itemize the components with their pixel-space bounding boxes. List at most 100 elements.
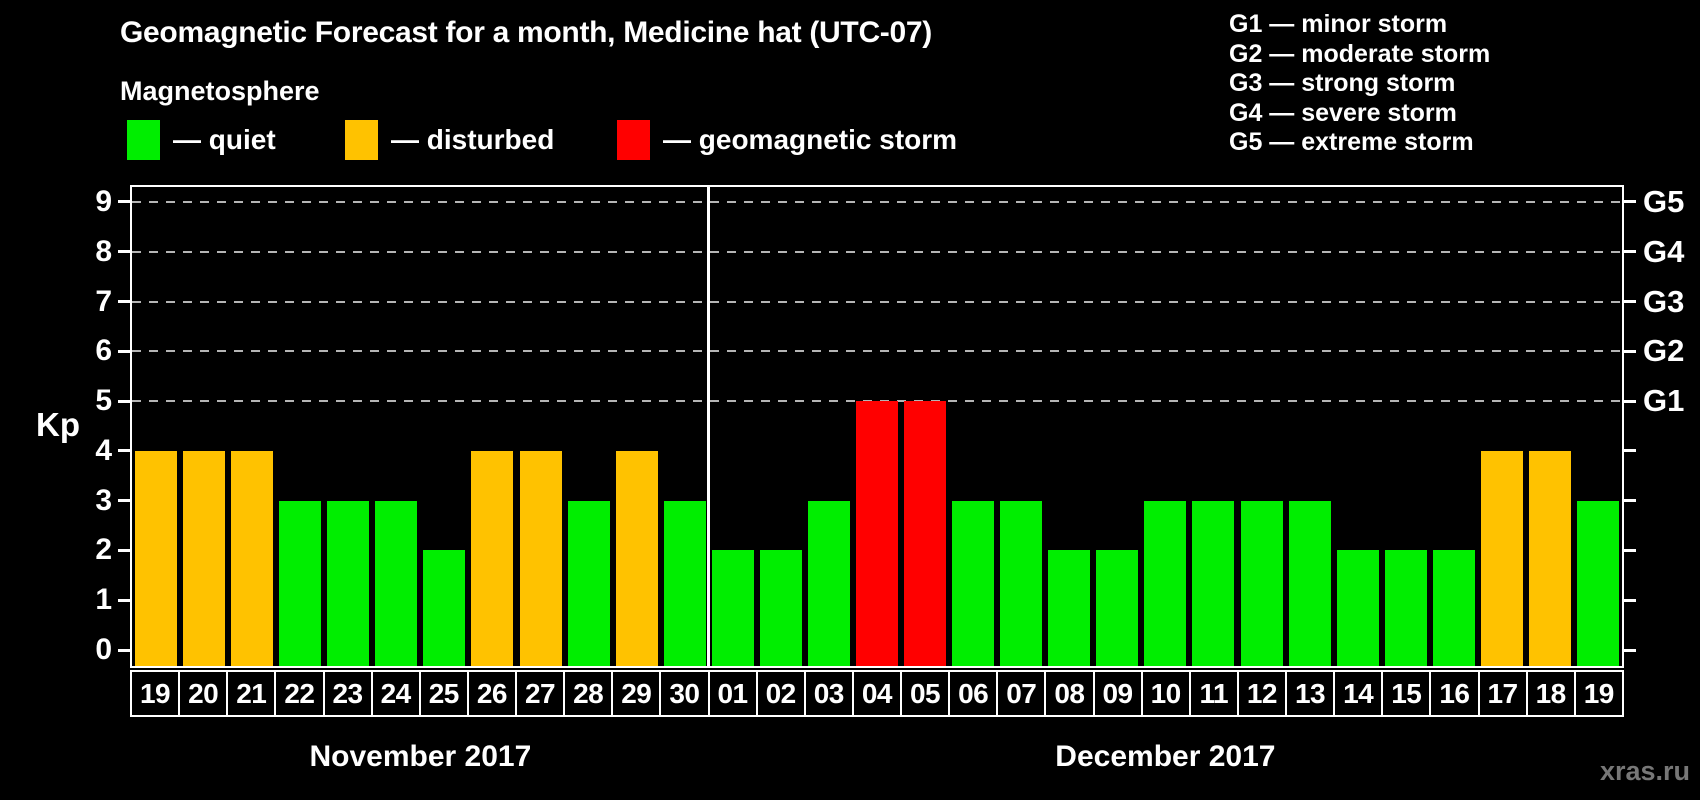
kp-bar-disturbed — [231, 450, 274, 666]
kp-bar-quiet — [1384, 550, 1427, 666]
kp-bar-quiet — [327, 500, 370, 666]
date-label: 19 — [1575, 670, 1624, 717]
kp-bar-disturbed — [615, 450, 658, 666]
left-tick-kp8 — [118, 250, 130, 254]
kp-tick-label-9: 9 — [95, 184, 112, 218]
kp-bar-quiet — [1096, 550, 1139, 666]
right-tick-kp2 — [1624, 548, 1636, 552]
gridline-kp5 — [132, 400, 1622, 403]
date-label: 07 — [998, 670, 1047, 717]
g4-legend-line: G4 — severe storm — [1229, 98, 1457, 127]
date-label: 26 — [468, 670, 517, 717]
kp-bar-quiet — [1000, 500, 1043, 666]
kp-tick-label-2: 2 — [95, 533, 112, 567]
g-tick-label-g1: G1 — [1643, 383, 1685, 419]
kp-tick-label-3: 3 — [95, 483, 112, 517]
date-label: 27 — [517, 670, 566, 717]
date-label: 13 — [1287, 670, 1336, 717]
date-label: 04 — [853, 670, 902, 717]
g2-legend-line: G2 — moderate storm — [1229, 39, 1491, 68]
kp-bar-disturbed — [1528, 450, 1571, 666]
kp-bar-quiet — [1576, 500, 1619, 666]
kp-bar-quiet — [1336, 550, 1379, 666]
kp-bar-quiet — [759, 550, 802, 666]
date-axis-row: 19 20 21 22 23 24 25 26 27 28 29 30 01 02 03 04 05 06 07 08… — [130, 670, 1624, 717]
right-tick-kp6 — [1624, 349, 1636, 353]
kp-bar-quiet — [952, 500, 995, 666]
kp-tick-label-4: 4 — [95, 433, 112, 467]
left-tick-kp2 — [118, 548, 130, 552]
date-label: 09 — [1094, 670, 1143, 717]
left-tick-kp4 — [118, 449, 130, 453]
legend-item-storm: — geomagnetic storm — [617, 119, 957, 161]
gridline-kp7 — [132, 300, 1622, 303]
g5-legend-line: G5 — extreme storm — [1229, 128, 1474, 156]
month-label: November 2017 — [309, 740, 532, 773]
kp-tick-label-6: 6 — [95, 334, 112, 368]
kp-bar-disturbed — [183, 450, 226, 666]
date-label: 12 — [1238, 670, 1287, 717]
left-tick-kp1 — [118, 598, 130, 602]
right-tick-kp3 — [1624, 499, 1636, 503]
chart-title: Geomagnetic Forecast for a month, Medici… — [120, 16, 932, 49]
quiet-legend-label: — quiet — [173, 124, 276, 155]
date-label: 29 — [613, 670, 662, 717]
date-label: 14 — [1335, 670, 1384, 717]
g-tick-label-g2: G2 — [1643, 333, 1685, 369]
kp-bar-quiet — [1432, 550, 1475, 666]
gridline-kp6 — [132, 350, 1622, 353]
gridline-kp8 — [132, 250, 1622, 253]
left-tick-kp9 — [118, 200, 130, 204]
gridline-kp9 — [132, 200, 1622, 203]
kp-bar-quiet — [711, 550, 754, 666]
date-label: 05 — [902, 670, 951, 717]
g-tick-label-g4: G4 — [1643, 233, 1685, 269]
date-label: 22 — [276, 670, 325, 717]
date-label: 08 — [1046, 670, 1095, 717]
kp-bar-quiet — [567, 500, 610, 666]
kp-bar-storm — [856, 401, 898, 666]
date-label: 15 — [1383, 670, 1432, 717]
kp-bar-quiet — [279, 500, 322, 666]
date-label: 06 — [950, 670, 999, 717]
g-scale-legend: G1 — minor storm G2 — moderate storm G3 … — [1229, 10, 1490, 158]
legend-item-disturbed: — disturbed — [345, 119, 554, 161]
date-label: 19 — [132, 670, 181, 717]
right-tick-kp1 — [1624, 598, 1636, 602]
date-label: 30 — [661, 670, 710, 717]
left-tick-kp5 — [118, 399, 130, 403]
kp-bar-quiet — [423, 550, 466, 666]
watermark: xras.ru — [1599, 756, 1690, 786]
storm-color-swatch — [617, 120, 650, 160]
kp-bar-quiet — [375, 500, 418, 666]
kp-bar-quiet — [1288, 500, 1331, 666]
date-label: 25 — [420, 670, 469, 717]
kp-bar-storm — [904, 401, 947, 666]
date-label: 11 — [1190, 670, 1239, 717]
kp-bar-quiet — [807, 500, 850, 666]
left-tick-kp0 — [118, 648, 130, 652]
date-label: 23 — [324, 670, 373, 717]
date-label: 02 — [757, 670, 806, 717]
date-label: 01 — [709, 670, 758, 717]
disturbed-legend-label: — disturbed — [391, 124, 555, 155]
kp-tick-label-8: 8 — [95, 234, 112, 268]
g-tick-label-g5: G5 — [1643, 183, 1685, 219]
kp-bar-disturbed — [135, 450, 178, 666]
legend-item-quiet: — quiet — [127, 119, 276, 161]
date-label: 10 — [1142, 670, 1191, 717]
date-label: 24 — [372, 670, 421, 717]
kp-axis-label: Kp — [36, 406, 80, 443]
month-separator — [707, 187, 711, 666]
quiet-color-swatch — [127, 120, 160, 160]
g1-legend-line: G1 — minor storm — [1229, 10, 1448, 38]
date-label: 20 — [180, 670, 229, 717]
right-tick-kp8 — [1624, 250, 1636, 254]
kp-tick-label-0: 0 — [95, 633, 112, 667]
right-tick-kp0 — [1624, 648, 1636, 652]
month-label: December 2017 — [1055, 740, 1276, 773]
kp-bar-disturbed — [519, 450, 562, 666]
kp-bar-quiet — [1192, 500, 1235, 666]
date-label: 17 — [1479, 670, 1528, 717]
